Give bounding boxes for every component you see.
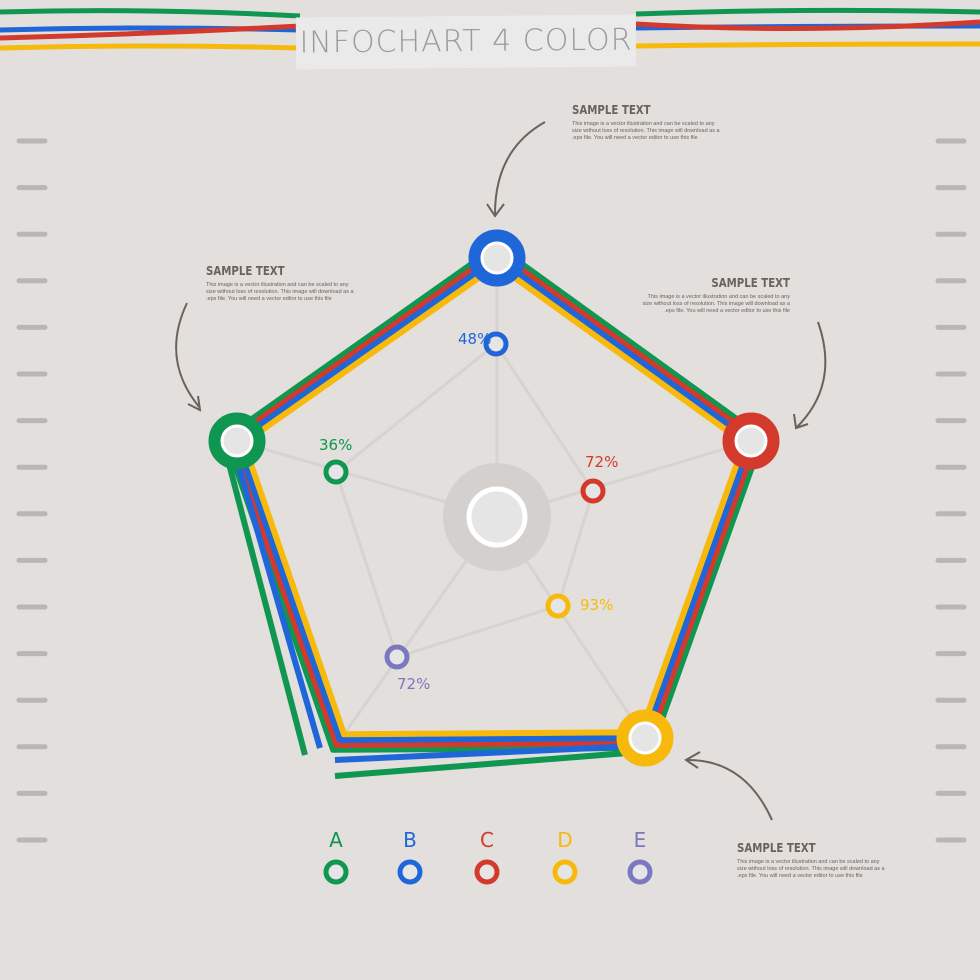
note-body: This image is a vector illustration and … — [206, 282, 354, 302]
arrow — [795, 321, 827, 429]
note-heading: SAMPLE TEXT — [572, 103, 651, 117]
note-body: This image is a vector illustration and … — [572, 121, 720, 141]
value-point-C — [580, 478, 606, 504]
ribbon-line — [0, 7, 980, 19]
outline-#0f9650 — [222, 243, 766, 753]
arrow-head — [684, 751, 701, 769]
outline-tail — [334, 743, 641, 763]
outline-tail — [234, 459, 323, 749]
chart-title: INFOCHART 4 COLOR — [295, 14, 637, 70]
note-heading: SAMPLE TEXT — [206, 264, 285, 278]
note-top: SAMPLE TEXT This image is a vector illust… — [572, 103, 722, 142]
legend-marker-A — [323, 859, 349, 885]
note-body: This image is a vector illustration and … — [737, 859, 885, 879]
note-left: SAMPLE TEXT This image is a vector illust… — [206, 264, 356, 303]
value-point-E — [384, 644, 410, 670]
value-point-B — [483, 331, 509, 357]
legend-letter-A: A — [329, 828, 343, 852]
note-heading: SAMPLE TEXT — [711, 276, 790, 290]
ribbon-line — [0, 41, 980, 51]
value-label-E: 72% — [397, 675, 430, 693]
value-label-D: 93% — [580, 596, 613, 614]
vertex-ring-inner — [734, 424, 768, 458]
vertex-ring-inner — [628, 721, 662, 755]
value-label-A: 36% — [319, 436, 352, 454]
legend-marker-D — [552, 859, 578, 885]
arrow — [494, 121, 546, 215]
outline-#d33a2c — [228, 249, 760, 748]
legend-letter-B: B — [403, 828, 417, 852]
legend-letter-E: E — [634, 828, 647, 852]
vertex-ring-inner — [220, 424, 254, 458]
arrow-head — [486, 203, 505, 218]
legend-letter-C: C — [480, 828, 494, 852]
vertex-ring-inner — [480, 241, 514, 275]
arrow-head — [187, 395, 202, 412]
value-label-B: 48% — [458, 330, 491, 348]
arrow — [175, 302, 201, 409]
value-polygon — [334, 341, 595, 659]
outline-#f8b90d — [240, 262, 748, 738]
note-right: SAMPLE TEXT This image is a vector illust… — [640, 276, 790, 315]
ribbon-line — [0, 19, 980, 41]
note-bottom: SAMPLE TEXT This image is a vector illust… — [737, 841, 887, 880]
legend-letter-D: D — [557, 828, 572, 852]
value-label-C: 72% — [585, 453, 618, 471]
value-point-A — [323, 459, 349, 485]
outline-tail — [225, 459, 308, 756]
outline-#1f66d8 — [234, 255, 754, 743]
arrow — [687, 759, 773, 821]
legend-marker-C — [474, 859, 500, 885]
legend-marker-B — [397, 859, 423, 885]
value-point-D — [545, 593, 571, 619]
arrow-head — [793, 413, 809, 430]
note-body: This image is a vector illustration and … — [642, 294, 790, 314]
note-heading: SAMPLE TEXT — [737, 841, 816, 855]
center-ring — [466, 486, 528, 548]
legend-marker-E — [627, 859, 653, 885]
outline-tail — [334, 749, 641, 779]
